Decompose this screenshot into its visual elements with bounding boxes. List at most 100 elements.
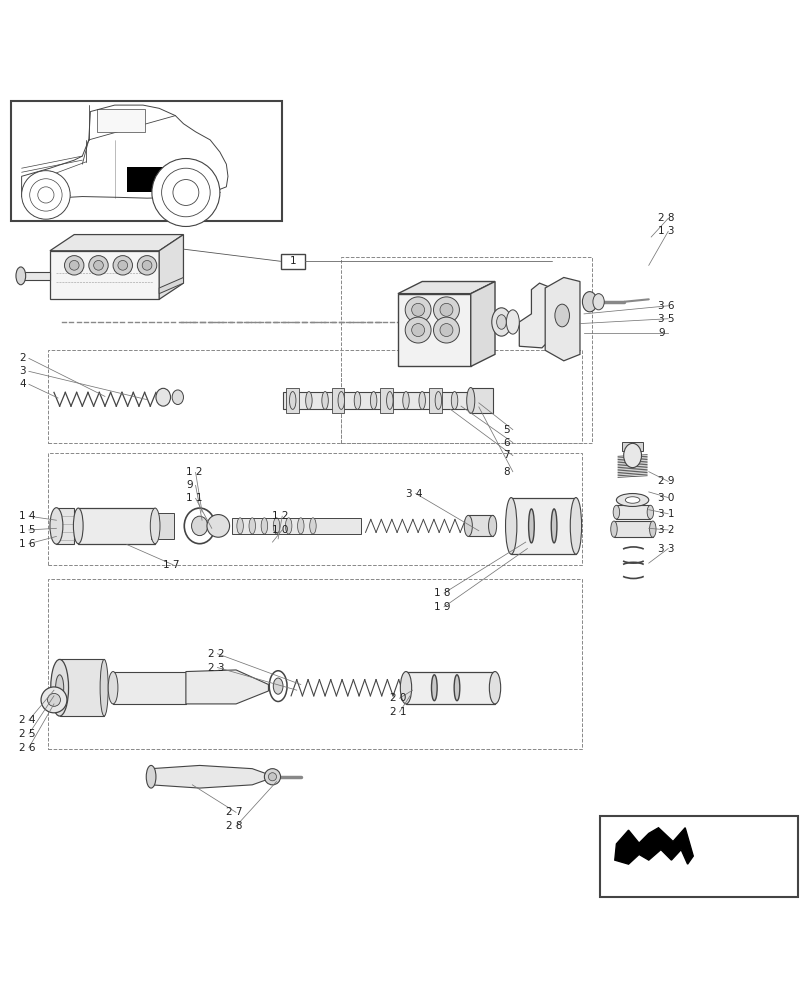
Bar: [78, 508, 155, 544]
Bar: [380, 388, 393, 413]
Text: 3 3: 3 3: [658, 544, 674, 554]
Bar: [113, 672, 186, 704]
Ellipse shape: [451, 392, 457, 409]
Bar: [232, 518, 361, 534]
Ellipse shape: [581, 292, 596, 312]
Bar: [49, 579, 581, 749]
Bar: [616, 505, 650, 519]
Circle shape: [142, 260, 152, 270]
Ellipse shape: [156, 388, 170, 406]
Circle shape: [440, 303, 453, 316]
Text: 1 4: 1 4: [19, 511, 36, 521]
Text: 2 5: 2 5: [19, 729, 36, 739]
Circle shape: [152, 159, 220, 226]
Ellipse shape: [321, 392, 328, 409]
Ellipse shape: [285, 518, 291, 534]
Ellipse shape: [616, 494, 648, 506]
Ellipse shape: [610, 521, 616, 537]
Text: 1 2: 1 2: [272, 511, 289, 521]
Text: 4: 4: [19, 379, 26, 389]
Text: 9: 9: [658, 328, 664, 338]
Circle shape: [405, 317, 431, 343]
Ellipse shape: [337, 392, 344, 409]
Text: 1 2: 1 2: [186, 467, 202, 477]
Circle shape: [113, 256, 132, 275]
Text: 2 1: 2 1: [389, 707, 406, 717]
Ellipse shape: [528, 509, 534, 543]
Ellipse shape: [646, 505, 653, 519]
Circle shape: [88, 256, 108, 275]
Bar: [49, 453, 581, 565]
Ellipse shape: [453, 675, 459, 701]
Ellipse shape: [309, 518, 315, 534]
Text: 6: 6: [503, 438, 509, 448]
Bar: [599, 816, 797, 897]
Bar: [613, 521, 652, 537]
Bar: [59, 659, 104, 716]
Text: 1 6: 1 6: [19, 539, 36, 549]
Circle shape: [41, 687, 67, 713]
Ellipse shape: [50, 508, 62, 544]
Bar: [11, 101, 282, 221]
Ellipse shape: [466, 388, 474, 413]
Circle shape: [118, 260, 127, 270]
Ellipse shape: [191, 516, 208, 536]
Text: 2 9: 2 9: [658, 476, 674, 486]
Text: 2 6: 2 6: [19, 743, 36, 753]
Ellipse shape: [592, 294, 603, 310]
Ellipse shape: [108, 672, 118, 704]
Bar: [341, 257, 591, 443]
Polygon shape: [50, 251, 159, 299]
Polygon shape: [21, 272, 50, 280]
Text: 3 1: 3 1: [658, 509, 674, 519]
Ellipse shape: [370, 392, 376, 409]
Ellipse shape: [554, 304, 569, 327]
Polygon shape: [22, 105, 228, 198]
Polygon shape: [544, 277, 579, 361]
Bar: [621, 442, 642, 451]
Text: 2 8: 2 8: [226, 821, 242, 831]
Circle shape: [22, 171, 70, 219]
Ellipse shape: [55, 675, 63, 701]
Ellipse shape: [551, 509, 556, 543]
Text: 3 0: 3 0: [658, 493, 674, 503]
Bar: [470, 388, 493, 413]
Ellipse shape: [464, 515, 472, 536]
Ellipse shape: [435, 392, 441, 409]
Ellipse shape: [73, 508, 83, 544]
Text: 1 0: 1 0: [272, 525, 289, 535]
Polygon shape: [186, 670, 268, 704]
Text: 7: 7: [503, 450, 509, 460]
Text: 2: 2: [19, 353, 26, 363]
Ellipse shape: [100, 659, 108, 716]
Circle shape: [161, 168, 210, 217]
Text: 2 8: 2 8: [658, 213, 674, 223]
Text: 3: 3: [19, 366, 26, 376]
Text: 5: 5: [503, 425, 509, 435]
Polygon shape: [470, 282, 495, 366]
Bar: [286, 388, 298, 413]
Text: 2 0: 2 0: [389, 693, 406, 703]
Ellipse shape: [402, 392, 409, 409]
Circle shape: [411, 324, 424, 337]
Circle shape: [433, 297, 459, 323]
Text: 3 4: 3 4: [406, 489, 422, 499]
Ellipse shape: [386, 392, 393, 409]
Ellipse shape: [496, 315, 506, 329]
Text: 1 3: 1 3: [658, 226, 674, 236]
Polygon shape: [159, 277, 183, 294]
Ellipse shape: [623, 443, 641, 468]
Ellipse shape: [237, 518, 243, 534]
Polygon shape: [519, 283, 551, 348]
Circle shape: [433, 317, 459, 343]
Ellipse shape: [16, 267, 26, 285]
Polygon shape: [151, 765, 275, 788]
Text: 2 2: 2 2: [208, 649, 224, 659]
Text: 2 4: 2 4: [19, 715, 36, 725]
Ellipse shape: [273, 518, 280, 534]
Bar: [428, 388, 441, 413]
Ellipse shape: [489, 672, 500, 704]
Ellipse shape: [431, 675, 436, 701]
Bar: [281, 254, 304, 269]
Bar: [511, 498, 575, 554]
